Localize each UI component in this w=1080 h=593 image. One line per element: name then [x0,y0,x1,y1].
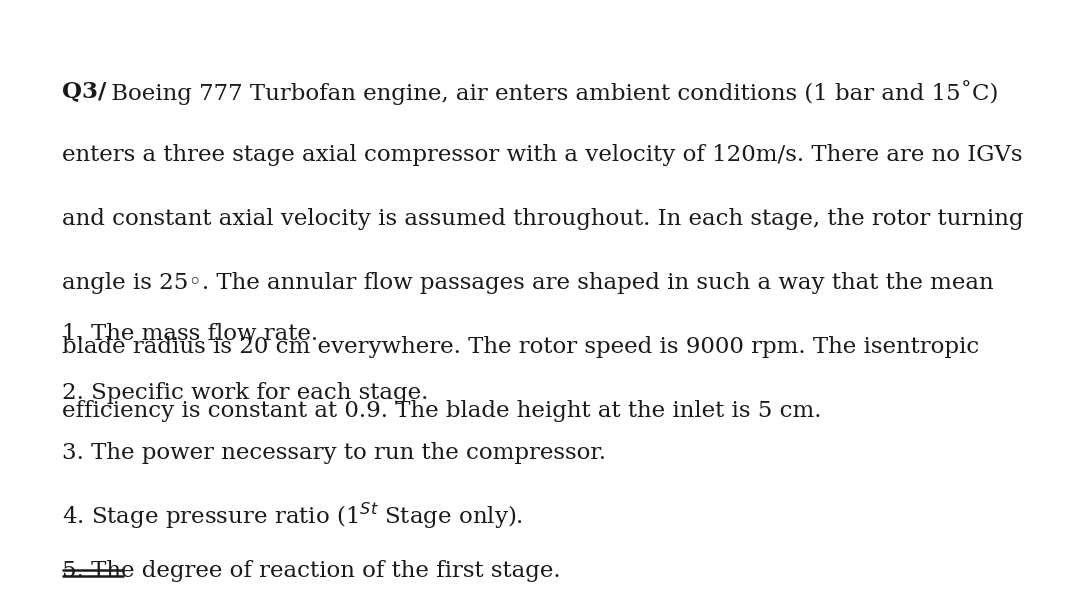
Text: angle is 25◦. The annular flow passages are shaped in such a way that the mean: angle is 25◦. The annular flow passages … [62,272,994,294]
Text: 5. The degree of reaction of the first stage.: 5. The degree of reaction of the first s… [62,560,561,582]
Text: 2. Specific work for each stage.: 2. Specific work for each stage. [62,382,428,404]
Text: enters a three stage axial compressor with a velocity of 120m/s. There are no IG: enters a three stage axial compressor wi… [62,144,1022,166]
Text: 3. The power necessary to run the compressor.: 3. The power necessary to run the compre… [62,442,606,464]
Text: 4. Stage pressure ratio (1$^{St}$ Stage only).: 4. Stage pressure ratio (1$^{St}$ Stage … [62,501,523,531]
Text: and constant axial velocity is assumed throughout. In each stage, the rotor turn: and constant axial velocity is assumed t… [62,208,1023,230]
Text: efficiency is constant at 0.9. The blade height at the inlet is 5 cm.: efficiency is constant at 0.9. The blade… [62,400,821,422]
Text: Q3/: Q3/ [62,80,106,102]
Text: Boeing 777 Turbofan engine, air enters ambient conditions (1 bar and 15˚C): Boeing 777 Turbofan engine, air enters a… [104,80,998,105]
Text: 1. The mass flow rate.: 1. The mass flow rate. [62,323,318,345]
Text: blade radius is 20 cm everywhere. The rotor speed is 9000 rpm. The isentropic: blade radius is 20 cm everywhere. The ro… [62,336,978,358]
